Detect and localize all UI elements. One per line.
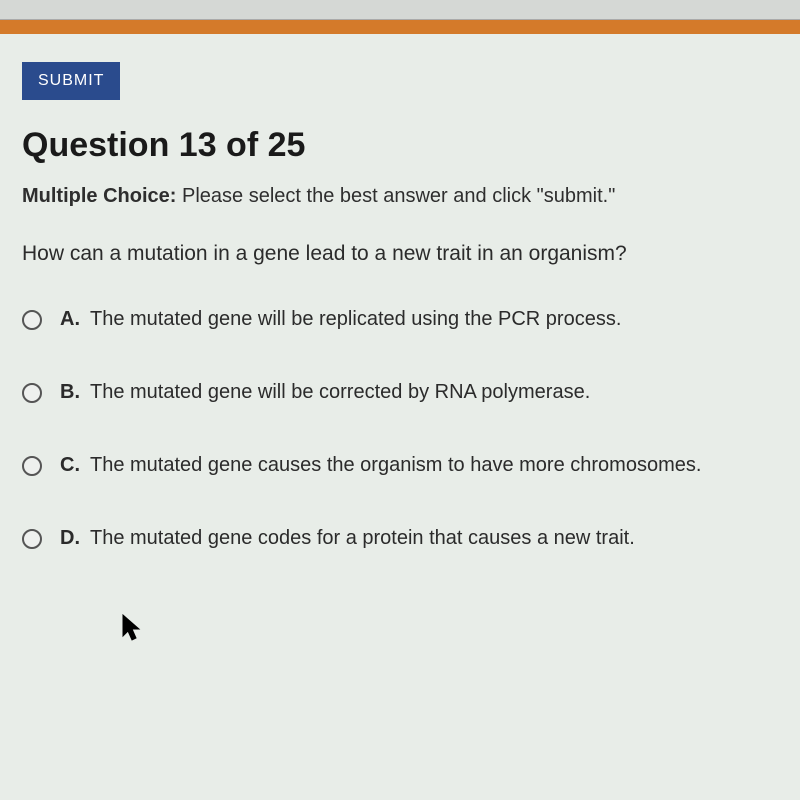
option-letter: B. (60, 381, 80, 404)
option-letter: C. (60, 454, 80, 477)
radio-icon[interactable] (22, 456, 42, 476)
option-b[interactable]: B. The mutated gene will be corrected by… (22, 381, 778, 404)
question-text: How can a mutation in a gene lead to a n… (22, 242, 778, 266)
submit-button[interactable]: SUBMIT (22, 62, 120, 100)
option-a[interactable]: A. The mutated gene will be replicated u… (22, 308, 778, 331)
option-text: The mutated gene codes for a protein tha… (90, 527, 635, 550)
option-text: The mutated gene will be replicated usin… (90, 308, 621, 331)
radio-icon[interactable] (22, 383, 42, 403)
option-d[interactable]: D. The mutated gene codes for a protein … (22, 527, 778, 550)
instruction-text: Please select the best answer and click … (176, 185, 615, 207)
option-c[interactable]: C. The mutated gene causes the organism … (22, 454, 778, 477)
radio-icon[interactable] (22, 529, 42, 549)
instruction-line: Multiple Choice: Please select the best … (22, 185, 778, 208)
option-letter: D. (60, 527, 80, 550)
accent-bar (0, 20, 800, 34)
options-list: A. The mutated gene will be replicated u… (22, 308, 778, 550)
option-letter: A. (60, 308, 80, 331)
radio-icon[interactable] (22, 310, 42, 330)
option-text: The mutated gene will be corrected by RN… (90, 381, 590, 404)
option-text: The mutated gene causes the organism to … (90, 454, 701, 477)
instruction-label: Multiple Choice: (22, 185, 176, 207)
window-top-bar (0, 0, 800, 20)
content-area: SUBMIT Question 13 of 25 Multiple Choice… (0, 34, 800, 550)
question-number-title: Question 13 of 25 (22, 126, 778, 165)
mouse-cursor-icon (122, 614, 142, 642)
